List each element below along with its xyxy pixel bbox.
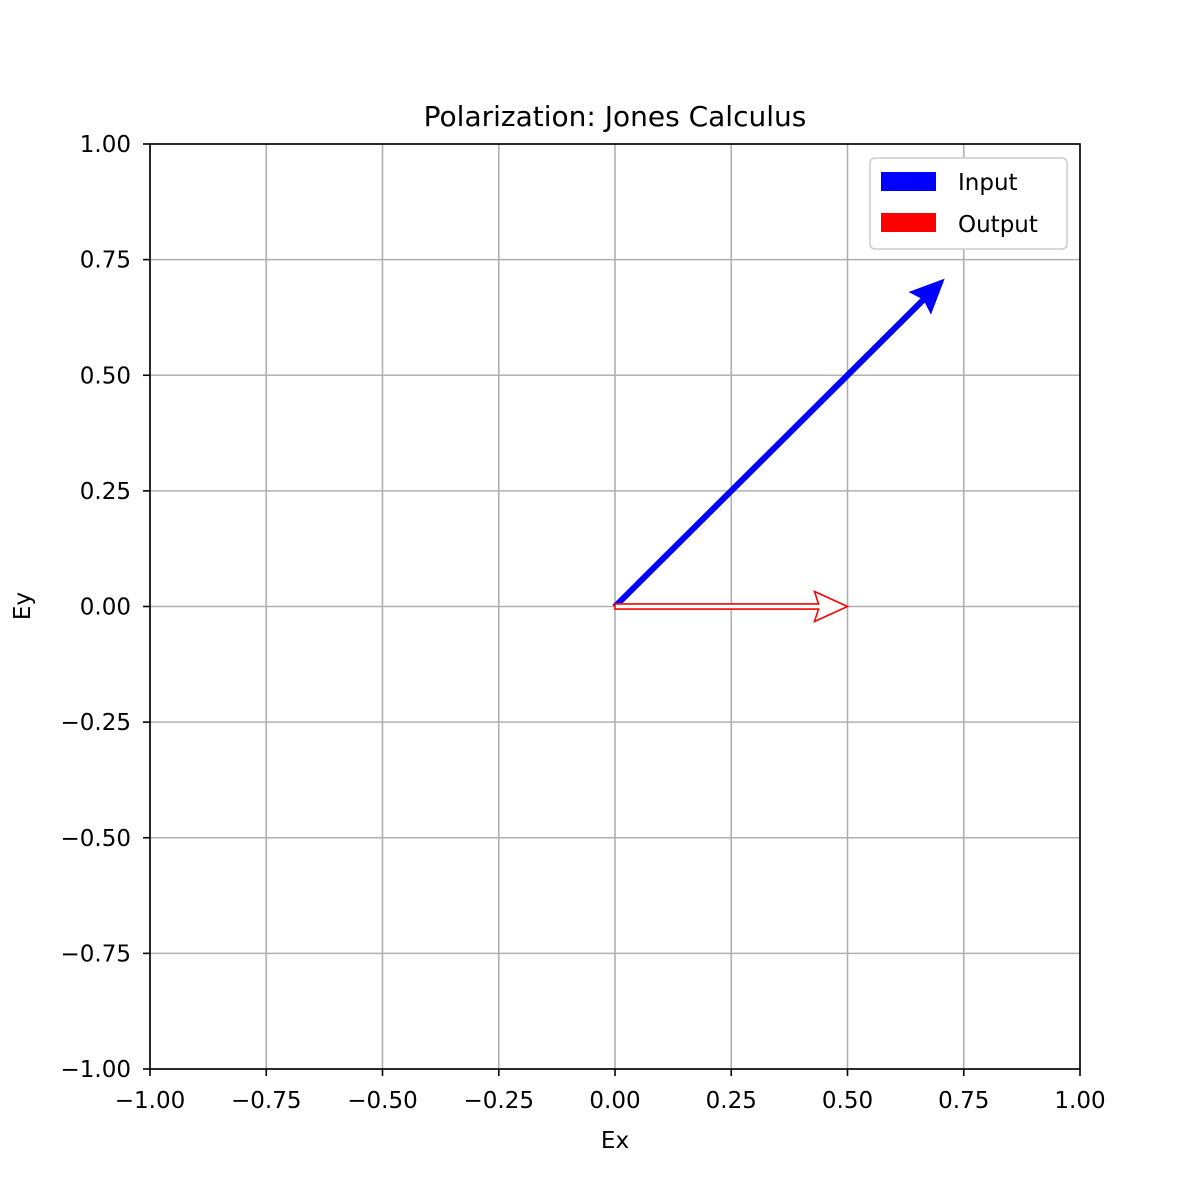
x-tick-label: 0.25 (706, 1088, 757, 1114)
chart-title: Polarization: Jones Calculus (424, 100, 807, 133)
y-tick-label: −0.25 (61, 710, 131, 736)
x-tick-label: −0.25 (464, 1088, 534, 1114)
x-axis: −1.00 −0.75 −0.50 −0.25 0.00 0.25 0.50 0.75 1.00 (115, 1069, 1106, 1114)
y-axis: −1.00 −0.75 −0.50 −0.25 0.00 0.25 0.50 0.75 1.00 (61, 132, 150, 1083)
x-tick-label: −1.00 (115, 1088, 185, 1114)
y-axis-label: Ey (10, 592, 36, 620)
x-tick-label: 0.00 (589, 1088, 640, 1114)
y-tick-label: −1.00 (61, 1057, 131, 1083)
y-tick-label: 0.75 (80, 248, 131, 274)
arrows (612, 278, 945, 623)
arrow-input (612, 278, 945, 610)
arrow-output (614, 590, 850, 623)
legend: Input Output (869, 157, 1068, 250)
legend-label-output: Output (958, 212, 1038, 238)
y-tick-label: 0.50 (80, 363, 131, 389)
x-axis-label: Ex (601, 1128, 629, 1154)
y-tick-label: −0.75 (61, 941, 131, 967)
y-tick-label: 0.25 (80, 479, 131, 505)
y-tick-label: −0.50 (61, 826, 131, 852)
legend-label-input: Input (958, 170, 1018, 196)
x-tick-label: 1.00 (1054, 1088, 1105, 1114)
legend-swatch-input (881, 172, 936, 191)
x-tick-label: −0.75 (231, 1088, 301, 1114)
x-tick-label: 0.75 (938, 1088, 989, 1114)
y-tick-label: 1.00 (80, 132, 131, 158)
y-tick-label: 0.00 (80, 595, 131, 621)
legend-swatch-output (881, 213, 936, 232)
x-tick-label: −0.50 (347, 1088, 417, 1114)
x-tick-label: 0.50 (822, 1088, 873, 1114)
